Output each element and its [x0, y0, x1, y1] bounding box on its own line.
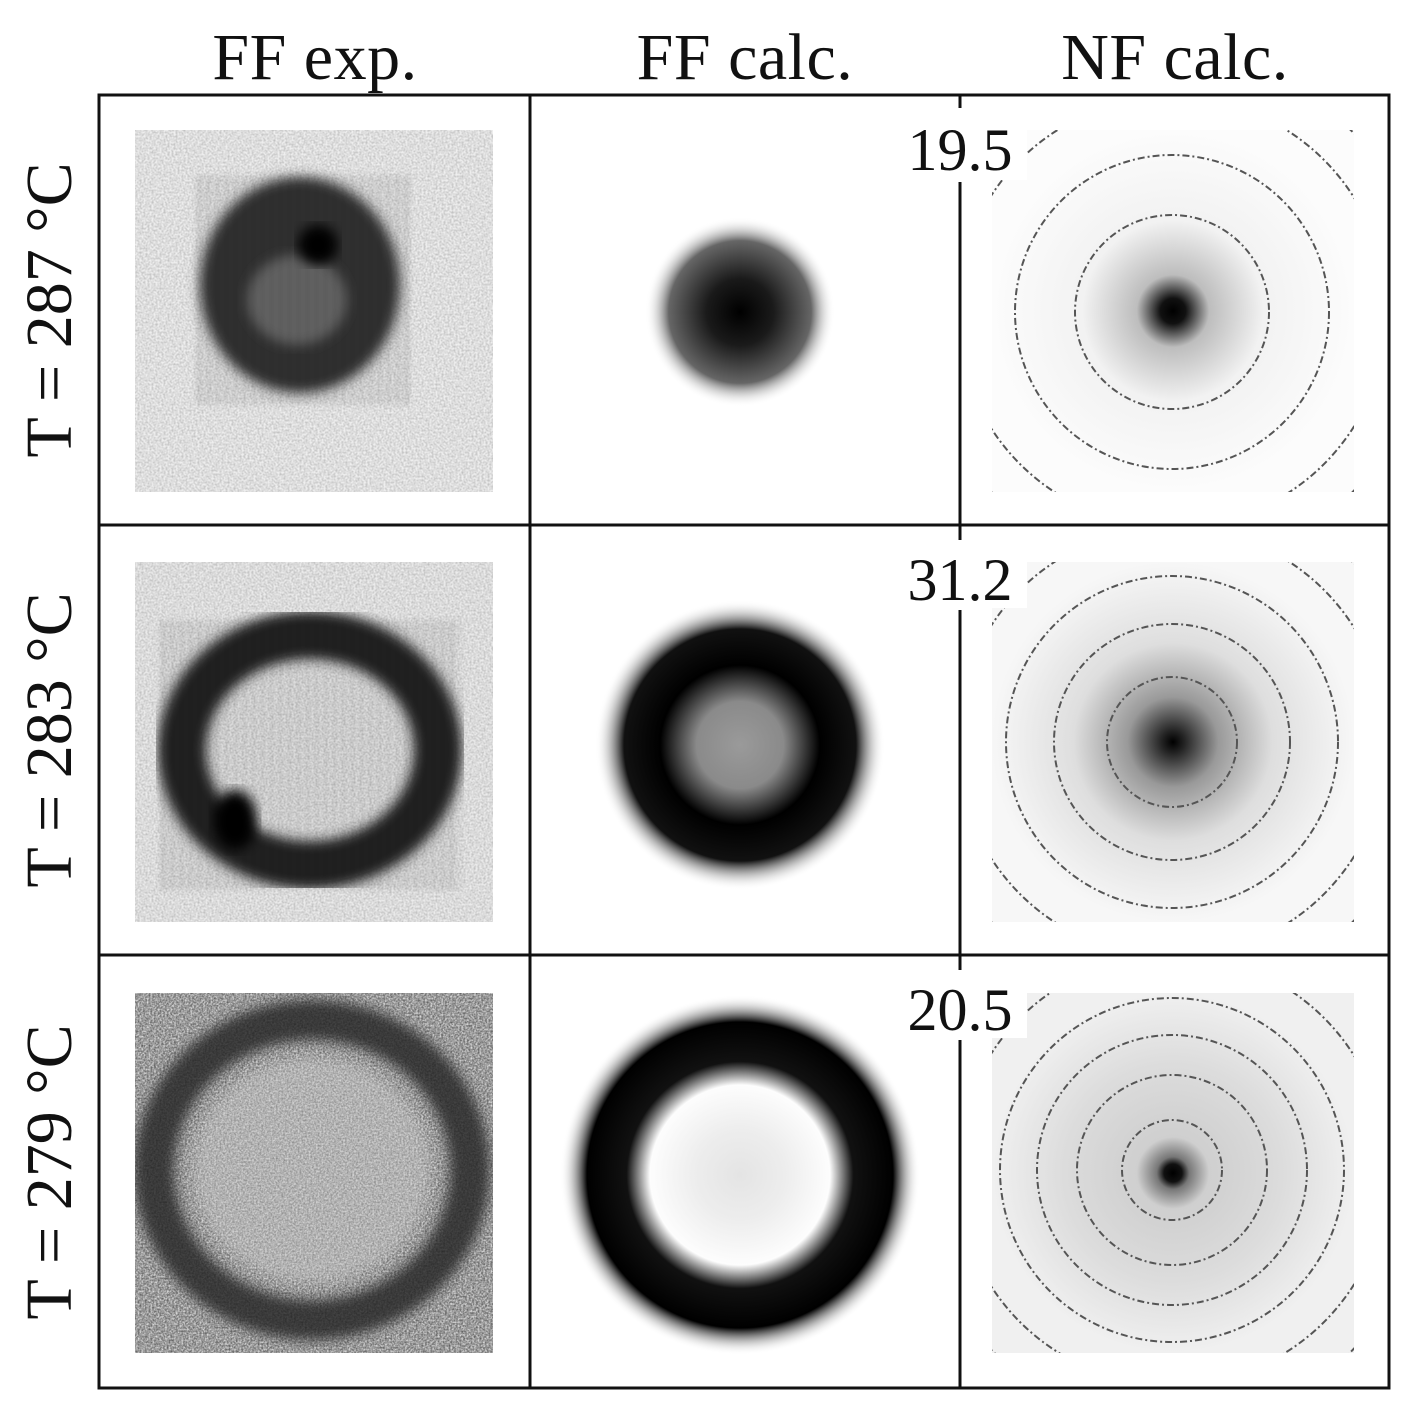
column-header-ff-exp: FF exp.: [212, 21, 418, 94]
value-label-row2: 31.2: [908, 547, 1013, 613]
nf-calc-image-row2: [992, 562, 1354, 922]
column-header-ff-calc: FF calc.: [636, 21, 854, 94]
grid-frame: [97, 93, 1391, 1390]
value-label-row1: 19.5: [908, 117, 1013, 183]
value-label-row3: 20.5: [908, 977, 1013, 1043]
ff-calc-image-row2: [595, 600, 885, 890]
ff-exp-image-row1: [135, 130, 493, 492]
column-header-nf-calc: NF calc.: [1061, 21, 1289, 94]
ff-exp-image-row3: [135, 993, 493, 1353]
nf-calc-image-row3: [992, 993, 1354, 1353]
ff-calc-image-row3: [560, 995, 920, 1355]
nf-calc-image-row1: [992, 130, 1354, 492]
ff-calc-image-row1: [645, 217, 835, 407]
ff-exp-image-row2: [135, 562, 493, 922]
